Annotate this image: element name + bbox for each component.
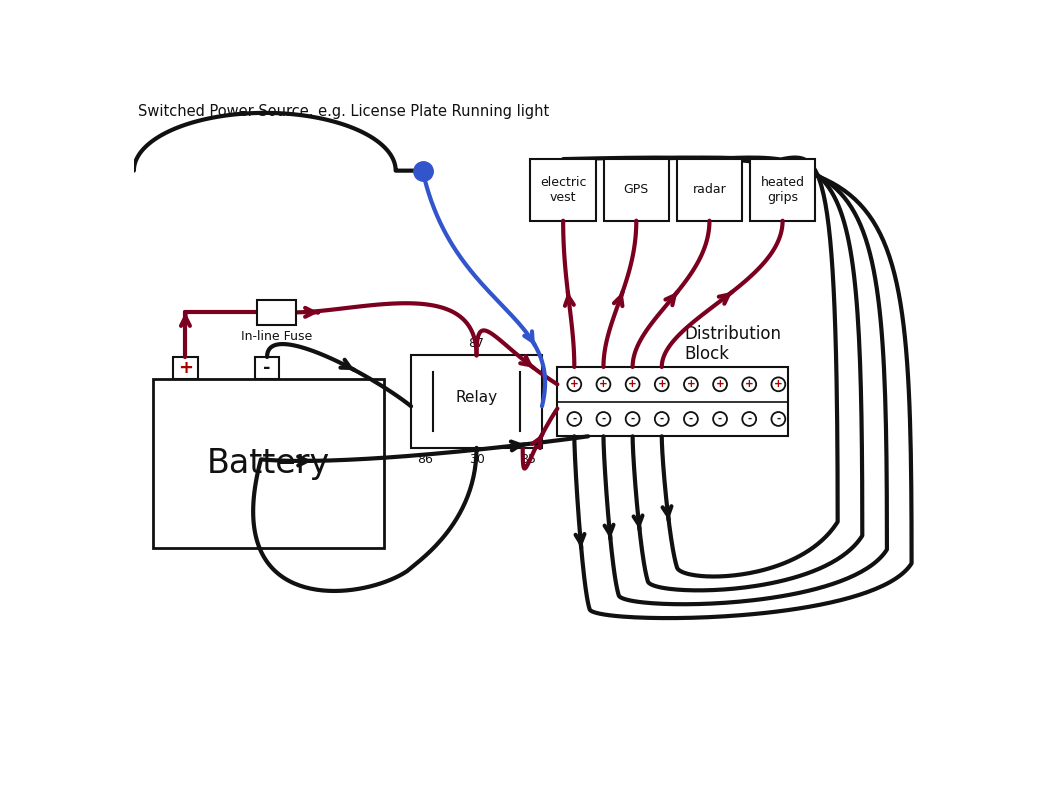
Text: -: - bbox=[659, 414, 664, 424]
Text: +: + bbox=[744, 380, 754, 389]
FancyBboxPatch shape bbox=[257, 300, 296, 325]
Text: Battery: Battery bbox=[207, 447, 331, 480]
FancyBboxPatch shape bbox=[153, 379, 384, 548]
Text: electric
vest: electric vest bbox=[540, 176, 586, 204]
Text: -: - bbox=[689, 414, 693, 424]
Text: -: - bbox=[602, 414, 606, 424]
Text: -: - bbox=[264, 359, 271, 376]
Text: +: + bbox=[687, 380, 695, 389]
Text: 86: 86 bbox=[417, 453, 433, 466]
Text: -: - bbox=[630, 414, 635, 424]
Text: Distribution
Block: Distribution Block bbox=[685, 325, 781, 364]
Text: -: - bbox=[718, 414, 722, 424]
Text: -: - bbox=[572, 414, 576, 424]
Text: +: + bbox=[657, 380, 666, 389]
Text: Switched Power Source. e.g. License Plate Running light: Switched Power Source. e.g. License Plat… bbox=[138, 105, 549, 119]
FancyBboxPatch shape bbox=[750, 159, 815, 221]
Text: GPS: GPS bbox=[624, 184, 649, 197]
FancyBboxPatch shape bbox=[558, 367, 789, 436]
FancyBboxPatch shape bbox=[604, 159, 669, 221]
Text: -: - bbox=[776, 414, 780, 424]
Text: -: - bbox=[748, 414, 752, 424]
FancyBboxPatch shape bbox=[530, 159, 596, 221]
FancyBboxPatch shape bbox=[412, 355, 542, 448]
Text: Relay: Relay bbox=[456, 389, 498, 405]
Text: +: + bbox=[716, 380, 724, 389]
Text: In-line Fuse: In-line Fuse bbox=[240, 330, 312, 343]
Text: heated
grips: heated grips bbox=[760, 176, 804, 204]
FancyBboxPatch shape bbox=[255, 357, 279, 379]
Text: 30: 30 bbox=[468, 453, 484, 466]
Text: radar: radar bbox=[693, 184, 727, 197]
Text: +: + bbox=[628, 380, 637, 389]
FancyBboxPatch shape bbox=[173, 357, 197, 379]
Text: 85: 85 bbox=[520, 453, 536, 466]
FancyBboxPatch shape bbox=[677, 159, 742, 221]
Text: 87: 87 bbox=[468, 337, 484, 350]
Text: +: + bbox=[177, 359, 193, 376]
Text: +: + bbox=[570, 380, 579, 389]
Text: +: + bbox=[774, 380, 782, 389]
Text: +: + bbox=[600, 380, 608, 389]
